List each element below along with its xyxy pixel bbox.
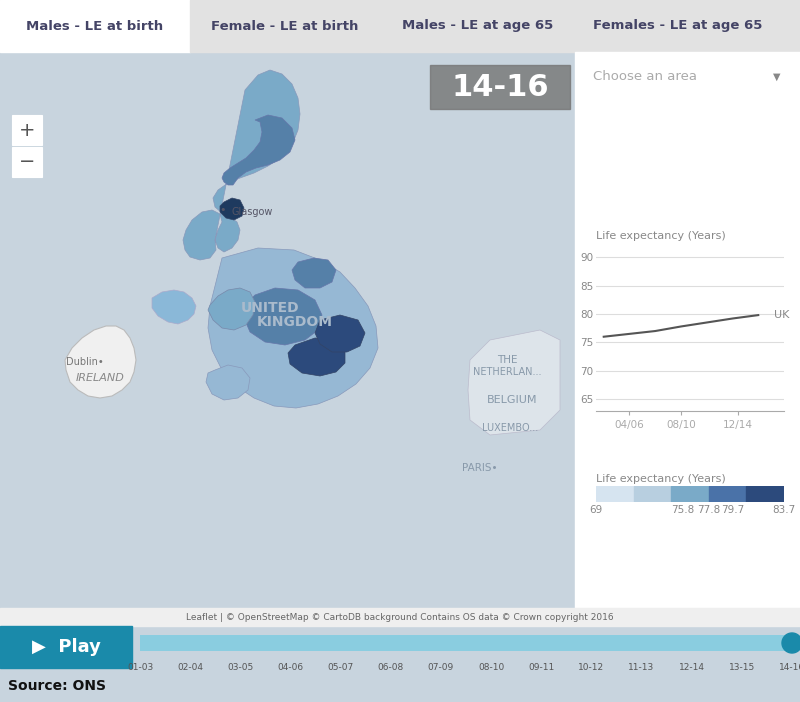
Text: 02-04: 02-04: [177, 663, 203, 672]
Text: 09-11: 09-11: [528, 663, 554, 672]
Bar: [140, 635, 792, 651]
Bar: [0, 608, 800, 626]
Text: 11-13: 11-13: [629, 663, 654, 672]
Polygon shape: [152, 290, 196, 324]
Polygon shape: [288, 338, 345, 376]
Text: UNITED: UNITED: [241, 301, 299, 315]
Text: BELGIUM: BELGIUM: [486, 395, 538, 405]
Text: 75.8: 75.8: [671, 505, 694, 515]
Text: Males - LE at birth: Males - LE at birth: [26, 20, 163, 32]
Text: −: −: [19, 152, 35, 171]
Text: ▶  Play: ▶ Play: [31, 638, 101, 656]
Text: Life expectancy (Years): Life expectancy (Years): [596, 231, 726, 241]
Polygon shape: [206, 365, 250, 400]
Bar: [575, 0, 780, 52]
Text: Males - LE at age 65: Males - LE at age 65: [402, 20, 553, 32]
Text: PARIS•: PARIS•: [462, 463, 498, 473]
Bar: [709, 486, 746, 502]
Text: 05-07: 05-07: [327, 663, 354, 672]
Text: +: +: [18, 121, 35, 140]
Text: UK: UK: [774, 310, 789, 320]
Polygon shape: [222, 115, 295, 185]
Bar: [0, 0, 800, 52]
Polygon shape: [220, 198, 244, 220]
Text: 14-16: 14-16: [779, 663, 800, 672]
Polygon shape: [315, 315, 365, 352]
Bar: [0, 0, 190, 52]
Circle shape: [782, 633, 800, 653]
Text: NETHERLAN...: NETHERLAN...: [473, 367, 542, 377]
Text: Glasgow: Glasgow: [232, 207, 274, 217]
Text: Choose an area: Choose an area: [593, 70, 697, 84]
Bar: [12, 115, 42, 145]
Text: KINGDOM: KINGDOM: [257, 315, 333, 329]
Text: 83.7: 83.7: [772, 505, 796, 515]
Text: 79.7: 79.7: [722, 505, 745, 515]
Bar: [380, 0, 575, 52]
Text: 08-10: 08-10: [478, 663, 504, 672]
Text: 01-03: 01-03: [127, 663, 153, 672]
Text: Leaflet | © OpenStreetMap © CartoDB background Contains OS data © Crown copyrigh: Leaflet | © OpenStreetMap © CartoDB back…: [186, 613, 614, 621]
Polygon shape: [468, 330, 560, 435]
Polygon shape: [208, 288, 255, 330]
Text: ▼: ▼: [773, 72, 780, 82]
Text: 13-15: 13-15: [729, 663, 755, 672]
Polygon shape: [65, 326, 136, 398]
Text: 77.8: 77.8: [697, 505, 720, 515]
Bar: [12, 147, 42, 177]
Polygon shape: [244, 288, 322, 345]
Text: 06-08: 06-08: [378, 663, 404, 672]
Bar: [575, 52, 800, 610]
Bar: [583, 62, 790, 92]
Text: Females - LE at age 65: Females - LE at age 65: [593, 20, 762, 32]
Text: IRELAND: IRELAND: [75, 373, 125, 383]
Text: 69: 69: [590, 505, 602, 515]
Text: 14-16: 14-16: [451, 72, 549, 102]
Bar: [0, 626, 132, 668]
Text: •: •: [219, 205, 226, 215]
Polygon shape: [208, 248, 378, 408]
Bar: [634, 486, 671, 502]
Text: Female - LE at birth: Female - LE at birth: [211, 20, 358, 32]
Text: 07-09: 07-09: [428, 663, 454, 672]
Polygon shape: [292, 258, 336, 288]
Text: 10-12: 10-12: [578, 663, 605, 672]
Text: 12-14: 12-14: [678, 663, 705, 672]
Text: Source: ONS: Source: ONS: [8, 679, 106, 693]
Bar: [190, 0, 380, 52]
Text: LUXEMBO...: LUXEMBO...: [482, 423, 538, 433]
Polygon shape: [183, 70, 300, 260]
Bar: [596, 486, 634, 502]
Bar: [746, 486, 784, 502]
Bar: [0, 52, 575, 607]
Text: Life expectancy (Years): Life expectancy (Years): [596, 475, 726, 484]
Text: THE: THE: [497, 355, 518, 365]
Bar: [430, 65, 570, 109]
Text: 04-06: 04-06: [278, 663, 303, 672]
Bar: [671, 486, 709, 502]
Text: Dublin•: Dublin•: [66, 357, 104, 367]
Text: 03-05: 03-05: [227, 663, 254, 672]
